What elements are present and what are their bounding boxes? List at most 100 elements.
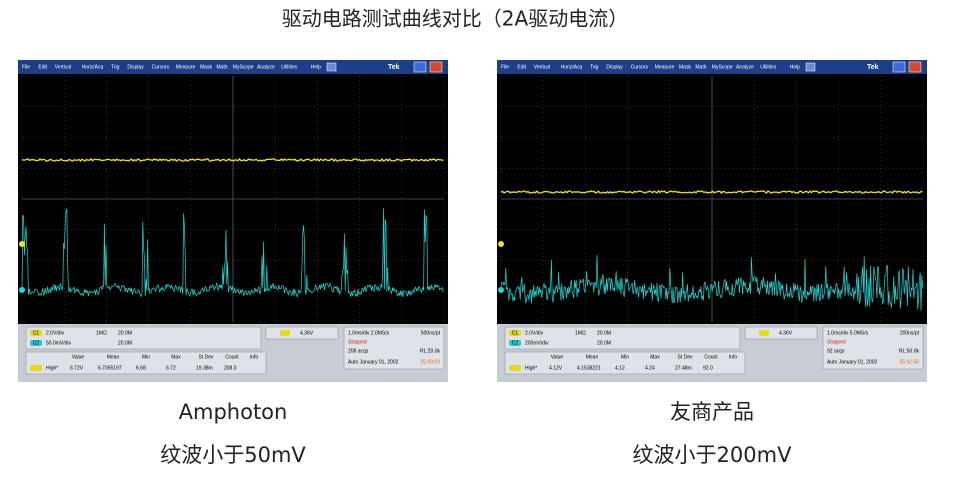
measure-cell: 6.72V <box>70 365 84 371</box>
ch1-marker <box>19 241 25 247</box>
slide-title: 驱动电路测试曲线对比（2A驱动电流） <box>282 7 628 31</box>
menu-item: Measure <box>655 64 675 70</box>
measure-header: Count <box>704 354 718 360</box>
measure-cell: 4.12V <box>549 365 563 371</box>
menu-item: Measure <box>176 64 196 70</box>
menu-item: Mask <box>200 64 212 70</box>
close-button <box>908 61 922 73</box>
ch1-scale: 2.0V/div <box>46 330 65 336</box>
scope-screenshot: File Edit Vertical Horiz/Acq Trig Display Curs… <box>18 60 448 382</box>
measure-cell: 4.24 <box>645 365 655 371</box>
measure-cell: 6.7055197 <box>98 365 122 371</box>
points-per-div: 200ns/pt <box>900 330 920 336</box>
measure-cell: High* <box>525 365 537 371</box>
menu-item: Utilities <box>281 64 298 70</box>
ch2-marker <box>19 287 25 293</box>
channel-box <box>25 326 262 350</box>
menu-item: Help <box>311 64 322 70</box>
menu-item: File <box>501 64 509 70</box>
measure-cell: 92.0 <box>703 365 713 371</box>
time: 05:09:09 <box>421 359 441 365</box>
caption-ripple: 纹波小于200mV <box>633 443 793 467</box>
measure-cell: 4.1538221 <box>577 365 601 371</box>
trigger-level: 4.36V <box>779 330 793 336</box>
channel-badge <box>509 330 521 336</box>
trigger-level: 4.36V <box>300 330 314 336</box>
acq-status: Stopped <box>348 339 367 345</box>
acq-box <box>343 326 445 370</box>
acq-status: Stopped <box>827 339 846 345</box>
channel-badge-label: C1 <box>512 330 519 336</box>
trigger-badge <box>280 330 290 336</box>
menu-item: Vertical <box>55 64 71 70</box>
menu-item: Horiz/Acq <box>82 64 104 70</box>
measure-box <box>504 351 746 375</box>
menu-item: Display <box>127 64 144 70</box>
ch2-scale: 200mV/div <box>525 340 549 346</box>
ch2-trace <box>21 207 444 299</box>
measure-cell: 27.48m <box>675 365 692 371</box>
channel-badge-label: C2 <box>33 340 40 346</box>
timebase: 1.0ms/div 5.0MS/s <box>827 330 869 336</box>
measure-header: Min <box>621 354 629 360</box>
ch2-scale: 50.0mV/div <box>46 340 72 346</box>
acq-box <box>822 326 924 370</box>
ch2-bandwidth: 20.0M <box>597 340 611 346</box>
menu-item: Help <box>790 64 801 70</box>
channel-box <box>504 326 741 350</box>
measure-cell: 208.0 <box>224 365 237 371</box>
menu-item: Edit <box>38 64 47 70</box>
menu-button <box>326 62 337 72</box>
menu-item: Display <box>606 64 623 70</box>
measure-cell: 6.68 <box>136 365 146 371</box>
measure-header: Max <box>650 354 660 360</box>
measure-header: Value <box>72 354 85 360</box>
menu-button <box>805 62 816 72</box>
measure-cell: 6.72 <box>166 365 176 371</box>
menu-item: Math <box>695 64 706 70</box>
time: 05:42:56 <box>900 359 920 365</box>
menu-item: Vertical <box>534 64 550 70</box>
timebase: 1.0ms/div 2.0MS/s <box>348 330 390 336</box>
menu-item: Trig <box>590 64 599 70</box>
ch1-trace <box>500 189 923 195</box>
channel-badge <box>30 340 42 346</box>
measure-header: Count <box>225 354 239 360</box>
measure-header: Min <box>142 354 150 360</box>
scope-screenshot: File Edit Vertical Horiz/Acq Trig Display Curs… <box>497 60 927 382</box>
menu-item: Edit <box>517 64 526 70</box>
menu-item: Trig <box>111 64 120 70</box>
minimize-button <box>892 61 906 73</box>
measure-header: Info <box>250 354 259 360</box>
menu-item: Analyze <box>736 64 754 70</box>
channel-badge <box>509 340 521 346</box>
measure-badge <box>30 365 42 371</box>
menu-item: Analyze <box>257 64 275 70</box>
measure-header: Mean <box>586 354 599 360</box>
channel-badge <box>30 330 42 336</box>
menu-item: Utilities <box>760 64 777 70</box>
record-length: RL:20.0k <box>420 348 441 354</box>
measure-header: Info <box>729 354 738 360</box>
menu-bar <box>497 60 927 74</box>
ch1-bandwidth: 20.0M <box>118 330 132 336</box>
menu-item: Math <box>216 64 227 70</box>
ch1-scale: 2.0V/div <box>525 330 544 336</box>
measure-cell: High* <box>46 365 58 371</box>
close-button <box>429 61 443 73</box>
date: Auto January 01, 2002 <box>348 359 399 365</box>
measure-header: Value <box>551 354 564 360</box>
measure-header: Max <box>171 354 181 360</box>
measure-header: St Dev <box>677 354 693 360</box>
menu-item: MyScope <box>233 64 254 70</box>
impedance: 1MΩ <box>96 330 107 336</box>
measure-box <box>25 351 267 375</box>
acq-count: 208 acqs <box>348 348 369 354</box>
caption-ripple: 纹波小于50mV <box>160 443 306 467</box>
ch2-trace <box>500 254 923 311</box>
measure-cell: 19.38m <box>196 365 213 371</box>
minimize-button <box>413 61 427 73</box>
channel-badge-label: C2 <box>512 340 519 346</box>
caption-name: Amphoton <box>179 400 288 424</box>
